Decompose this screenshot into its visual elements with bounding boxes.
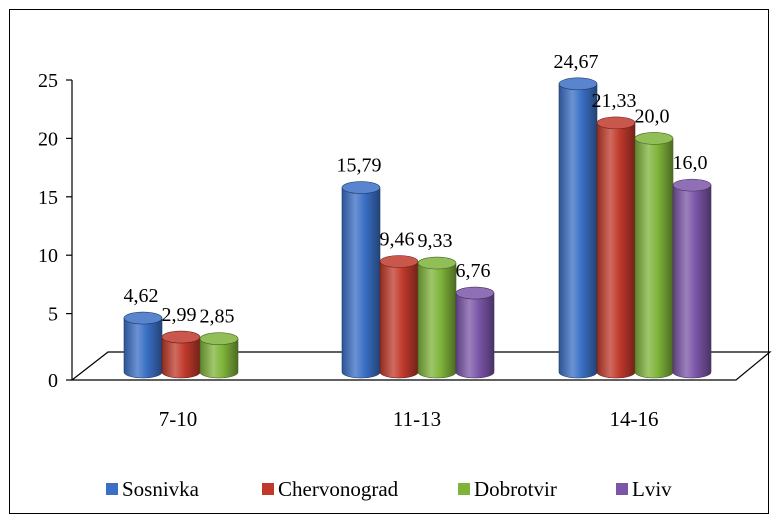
bar-dobrotvir-7-10 [199,332,239,379]
legend-label: Lviv [632,477,672,501]
floor-plane [70,351,772,381]
legend-swatch [106,483,118,495]
bar-lviv-14-16 [672,178,712,379]
legend-swatch [458,483,470,495]
y-tick-label: 10 [38,245,58,267]
data-label: 6,76 [456,260,491,282]
bar-dobrotvir-11-13 [417,256,457,379]
x-tick-label: 11-13 [393,407,441,431]
bar-lviv-11-13 [455,286,495,379]
chart-floor [70,351,772,381]
legend-label: Chervonograd [278,477,399,501]
data-label: 21,33 [592,90,637,112]
legend-item-chervonograd: Chervonograd [262,477,399,501]
y-tick-label: 0 [48,370,58,392]
bar-chervonograd-11-13 [379,255,419,379]
legend-item-lviv: Lviv [616,477,672,501]
bar-dobrotvir-14-16 [634,132,674,379]
data-label: 9,46 [380,229,415,251]
bar-sosnivka-7-10 [123,311,163,379]
y-tick-label: 25 [38,70,58,92]
bar-chervonograd-7-10 [161,330,201,379]
data-label: 2,85 [200,306,235,328]
data-labels: 4,622,99 2,85 15,79 9,46 9,336,76 24,67 21,332… [124,51,708,328]
legend-label: Sosnivka [122,477,200,501]
x-axis: 7-10 11-13 14-16 [159,407,659,431]
data-label: 4,62 [124,285,159,307]
legend-item-sosnivka: Sosnivka [106,477,200,501]
data-label: 16,0 [673,152,708,174]
y-tick-label: 5 [48,304,58,326]
legend-item-dobrotvir: Dobrotvir [458,477,557,501]
bar-chervonograd-14-16 [596,116,636,379]
legend-swatch [616,483,628,495]
bar-sosnivka-11-13 [341,181,381,379]
bars [123,77,712,379]
data-label: 24,67 [554,51,599,73]
x-tick-label: 7-10 [159,407,198,431]
legend: Sosnivka Chervonograd Dobrotvir Lviv [106,477,672,501]
legend-swatch [262,483,274,495]
y-axis: 0 5 10 15 20 25 [38,70,73,392]
data-label: 20,0 [635,105,670,127]
y-tick-label: 20 [38,128,58,150]
x-tick-label: 14-16 [610,407,659,431]
y-tick-label: 15 [38,187,58,209]
data-label: 15,79 [337,155,382,177]
data-label: 2,99 [162,304,197,326]
legend-label: Dobrotvir [474,477,557,501]
data-label: 9,33 [418,230,453,252]
bar-sosnivka-14-16 [558,77,598,379]
